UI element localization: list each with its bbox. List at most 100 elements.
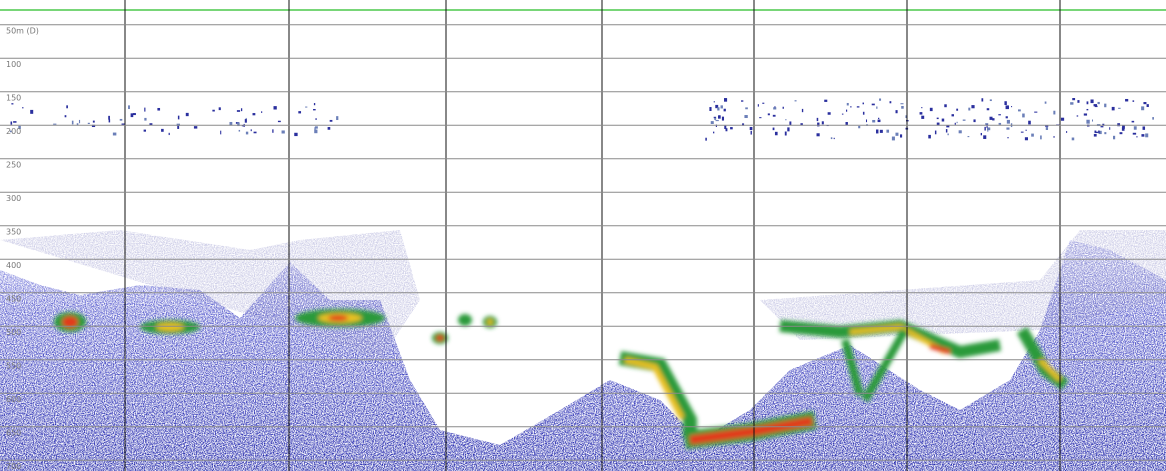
y-tick-label: 100 — [6, 60, 21, 69]
target — [958, 130, 962, 134]
target — [921, 107, 923, 109]
target — [18, 125, 21, 130]
target — [1007, 137, 1009, 139]
target — [936, 122, 940, 126]
target — [789, 121, 792, 126]
target — [954, 122, 956, 125]
target — [709, 107, 712, 111]
target — [899, 134, 903, 138]
target — [245, 117, 247, 120]
target — [749, 126, 753, 131]
target — [177, 125, 180, 129]
target — [1025, 129, 1027, 131]
target — [934, 130, 937, 135]
target — [985, 123, 989, 125]
target — [1097, 101, 1100, 105]
target — [720, 105, 723, 109]
target — [713, 131, 715, 134]
target — [1011, 106, 1013, 108]
y-tick-label: 300 — [6, 194, 21, 203]
target — [862, 111, 865, 115]
target — [862, 102, 864, 105]
target — [1152, 117, 1154, 120]
y-tick-label: 450 — [6, 294, 21, 303]
target — [1104, 103, 1107, 108]
target — [905, 115, 907, 119]
target — [1093, 104, 1097, 107]
target — [886, 129, 890, 133]
target — [1045, 127, 1049, 130]
target — [989, 116, 993, 120]
target — [713, 116, 717, 119]
target — [725, 128, 728, 132]
target — [313, 103, 316, 106]
target — [845, 122, 848, 125]
target — [13, 121, 17, 123]
target — [865, 119, 868, 123]
y-tick-label: 250 — [6, 160, 21, 169]
target — [87, 122, 90, 125]
target — [986, 108, 990, 111]
time-markers — [124, 0, 1061, 471]
target — [252, 113, 256, 116]
target — [1006, 119, 1010, 124]
target — [1070, 102, 1074, 105]
target — [66, 105, 68, 109]
target — [901, 105, 904, 109]
target — [314, 129, 318, 134]
target — [1136, 136, 1138, 138]
target — [794, 100, 797, 102]
target — [891, 136, 895, 141]
target — [1094, 130, 1097, 133]
target — [787, 127, 790, 132]
target — [294, 132, 298, 137]
target — [986, 124, 988, 129]
target — [785, 119, 787, 121]
target — [10, 121, 13, 125]
target — [220, 130, 222, 135]
target — [1053, 110, 1056, 115]
target — [1005, 116, 1008, 119]
target — [987, 127, 991, 131]
target — [981, 98, 984, 102]
target — [967, 136, 970, 138]
target — [757, 104, 759, 107]
target — [998, 114, 1001, 116]
target — [277, 120, 281, 123]
target — [800, 123, 803, 126]
target — [1076, 115, 1079, 117]
target — [22, 107, 24, 109]
target — [92, 120, 95, 123]
y-tick-label: 500 — [6, 328, 21, 337]
target — [936, 117, 939, 120]
depth-grid: 50m (D) 100 150 200 250 300 350 400 450 500 550 600… — [0, 24, 1166, 471]
y-tick-label: 200 — [6, 127, 21, 136]
target — [218, 107, 221, 111]
target — [157, 107, 161, 111]
target — [1066, 131, 1068, 133]
target — [784, 131, 787, 136]
target — [1145, 133, 1149, 138]
target — [876, 129, 879, 134]
target — [1006, 127, 1010, 130]
target — [1102, 123, 1105, 126]
target — [76, 123, 79, 126]
target — [951, 114, 954, 117]
target — [710, 121, 714, 124]
target — [1020, 131, 1024, 133]
target — [1086, 101, 1089, 105]
target — [724, 125, 727, 130]
target — [128, 105, 130, 110]
target — [895, 132, 899, 136]
y-tick-label: 350 — [6, 227, 21, 236]
target — [1093, 133, 1097, 137]
target — [1141, 106, 1145, 111]
target — [946, 125, 950, 128]
target — [315, 118, 317, 120]
y-tick-label: 150 — [6, 93, 21, 102]
target — [108, 115, 110, 120]
target — [1018, 109, 1021, 112]
target — [801, 108, 804, 113]
target — [762, 102, 765, 104]
target — [717, 107, 720, 111]
